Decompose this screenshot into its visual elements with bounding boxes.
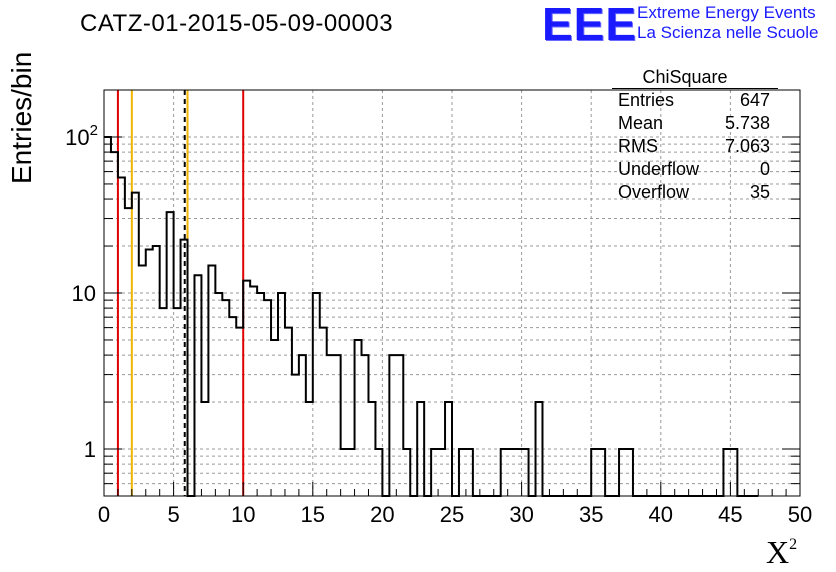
stats-value: 0 <box>759 159 770 179</box>
x-tick-label: 35 <box>579 502 603 527</box>
stats-label: Underflow <box>618 159 700 179</box>
stats-row-overflow: Overflow 35 <box>612 181 778 204</box>
stats-value: 35 <box>749 182 770 202</box>
eee-logo: EEE <box>542 0 638 50</box>
stats-row-mean: Mean 5.738 <box>612 112 778 135</box>
x-tick-label: 20 <box>370 502 394 527</box>
x-tick-label: 25 <box>440 502 464 527</box>
x-tick-label: 40 <box>649 502 673 527</box>
stats-row-entries: Entries 647 <box>612 89 778 112</box>
stats-box-name: ChiSquare <box>612 66 778 89</box>
y-axis-label: Entries/bin <box>6 51 37 184</box>
y-tick-label: 102 <box>65 122 98 150</box>
grid <box>104 89 800 497</box>
x-tick-label: 10 <box>231 502 255 527</box>
stats-value: 647 <box>739 90 770 110</box>
stats-row-underflow: Underflow 0 <box>612 158 778 181</box>
x-tick-label: 5 <box>167 502 179 527</box>
stats-value: 5.738 <box>724 113 770 133</box>
x-tick-label: 0 <box>98 502 110 527</box>
y-tick-label: 10 <box>72 281 96 306</box>
logo-line1: Extreme Energy Events <box>637 3 816 22</box>
stats-label: Entries <box>618 90 675 110</box>
plot-title: CATZ-01-2015-05-09-00003 <box>80 10 394 37</box>
stats-label: Overflow <box>618 182 690 202</box>
stats-label: Mean <box>618 113 664 133</box>
stats-row-rms: RMS 7.063 <box>612 135 778 158</box>
axis-tick-labels: 0 5 10 15 20 25 30 35 40 45 50 1 10 102 <box>65 122 812 527</box>
x-axis-label: X2 <box>766 534 798 570</box>
x-tick-label: 30 <box>509 502 533 527</box>
y-tick-label: 1 <box>84 437 96 462</box>
stats-label: RMS <box>618 136 658 156</box>
x-tick-label: 45 <box>718 502 742 527</box>
x-tick-label: 15 <box>301 502 325 527</box>
logo-caption: Extreme Energy Events La Scienza nelle S… <box>637 3 818 43</box>
stats-value: 7.063 <box>724 136 770 156</box>
logo-line2: La Scienza nelle Scuole <box>637 23 819 42</box>
axis-ticks <box>103 89 801 497</box>
x-tick-label: 50 <box>788 502 812 527</box>
stats-box: ChiSquare Entries 647 Mean 5.738 RMS 7.0… <box>612 66 778 204</box>
